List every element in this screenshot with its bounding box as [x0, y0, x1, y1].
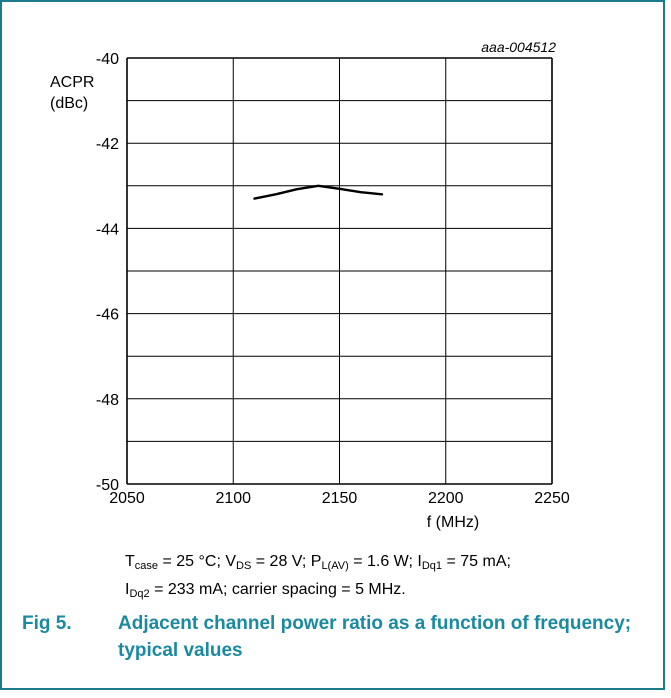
x-tick-label: 2200 [428, 490, 464, 507]
y-tick-label: -50 [96, 477, 119, 494]
y-tick-label: -42 [96, 136, 119, 153]
y-tick-label: -46 [96, 307, 119, 324]
figure-title: Adjacent channel power ratio as a functi… [118, 613, 632, 661]
y-axis-unit: (dBc) [50, 95, 88, 112]
x-tick-label: 2150 [322, 490, 358, 507]
conditions-line-2: IDq2 = 233 mA; carrier spacing = 5 MHz. [125, 581, 406, 600]
chart-grid [126, 57, 553, 485]
test-conditions: Tcase = 25 °C; VDS = 28 V; PL(AV) = 1.6 … [125, 550, 655, 606]
acpr-series-line [253, 184, 384, 200]
y-axis-label: ACPR [50, 74, 94, 91]
x-tick-label: 2050 [109, 490, 145, 507]
x-tick-label: 2100 [215, 490, 251, 507]
figure-reference: aaa-004512 [481, 39, 556, 55]
figure-frame [0, 0, 665, 690]
figure-number: Fig 5. [22, 613, 72, 634]
data-series [253, 184, 384, 200]
x-tick-label: 2250 [534, 490, 570, 507]
x-axis-label: f (MHz) [427, 514, 479, 531]
y-tick-label: -44 [96, 221, 119, 238]
y-tick-label: -40 [96, 51, 119, 68]
y-tick-label: -48 [96, 392, 119, 409]
figure-caption: Fig 5. Adjacent channel power ratio as a … [22, 610, 662, 664]
conditions-line-1: Tcase = 25 °C; VDS = 28 V; PL(AV) = 1.6 … [125, 553, 511, 572]
